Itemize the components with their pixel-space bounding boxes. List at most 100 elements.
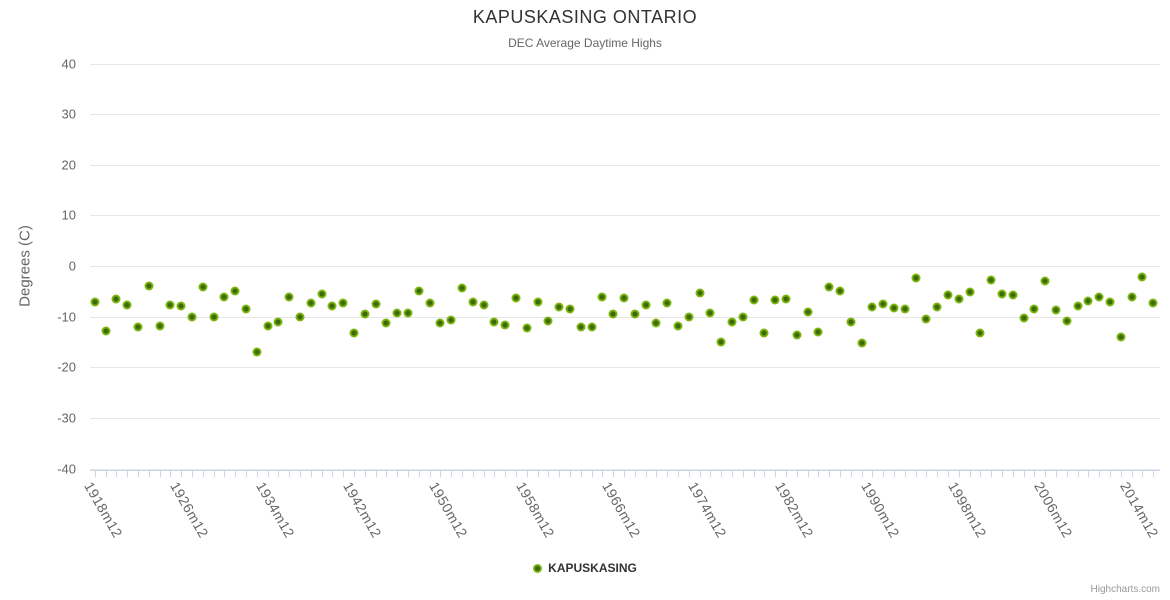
data-point-1993m12[interactable] xyxy=(911,273,921,283)
highcharts-credits-link[interactable]: Highcharts.com xyxy=(1090,584,1160,595)
data-point-1936m12[interactable] xyxy=(295,312,305,322)
data-point-2013m12[interactable] xyxy=(1127,292,1137,302)
data-point-1970m12[interactable] xyxy=(662,298,672,308)
data-point-1976m12[interactable] xyxy=(727,317,737,327)
data-point-1962m12[interactable] xyxy=(576,322,586,332)
data-point-1967m12[interactable] xyxy=(630,309,640,319)
data-point-1919m12[interactable] xyxy=(111,294,121,304)
data-point-2005m12[interactable] xyxy=(1040,276,1050,286)
data-point-1927m12[interactable] xyxy=(198,282,208,292)
data-point-2000m12[interactable] xyxy=(986,275,996,285)
data-point-1999m12[interactable] xyxy=(975,328,985,338)
data-point-1960m12[interactable] xyxy=(554,302,564,311)
data-point-1961m12[interactable] xyxy=(565,304,575,314)
data-point-1943m12[interactable] xyxy=(371,299,381,309)
data-point-1939m12[interactable] xyxy=(327,301,337,311)
data-point-1968m12[interactable] xyxy=(641,300,651,310)
data-point-1988m12[interactable] xyxy=(857,338,867,348)
data-point-1932m12[interactable] xyxy=(252,347,262,357)
data-point-1985m12[interactable] xyxy=(824,282,834,292)
data-point-1937m12[interactable] xyxy=(306,298,316,308)
data-point-1925m12[interactable] xyxy=(176,301,186,311)
data-point-2008m12[interactable] xyxy=(1073,301,1083,311)
data-point-1935m12[interactable] xyxy=(284,292,294,302)
data-point-1930m12[interactable] xyxy=(230,286,240,296)
data-point-1917m12[interactable] xyxy=(90,297,100,307)
data-point-1934m12[interactable] xyxy=(273,317,283,327)
data-point-1928m12[interactable] xyxy=(209,312,219,322)
data-point-1966m12[interactable] xyxy=(619,293,629,303)
data-point-2003m12[interactable] xyxy=(1019,313,1029,323)
data-point-1929m12[interactable] xyxy=(219,292,229,302)
data-point-1986m12[interactable] xyxy=(835,286,845,296)
data-point-1998m12[interactable] xyxy=(965,287,975,297)
data-point-1959m12[interactable] xyxy=(543,316,553,326)
data-point-2012m12[interactable] xyxy=(1116,332,1126,342)
data-point-1924m12[interactable] xyxy=(165,300,175,310)
data-point-1982m12[interactable] xyxy=(792,330,802,340)
data-point-1965m12[interactable] xyxy=(608,309,618,319)
legend-item-kapuskasing[interactable]: KAPUSKASING xyxy=(0,561,1170,575)
data-point-1963m12[interactable] xyxy=(587,322,597,332)
data-point-1972m12[interactable] xyxy=(684,312,694,322)
data-point-1971m12[interactable] xyxy=(673,321,683,331)
data-point-1987m12[interactable] xyxy=(846,317,856,327)
data-point-1948m12[interactable] xyxy=(425,298,435,308)
data-point-1983m12[interactable] xyxy=(803,307,813,317)
data-point-1933m12[interactable] xyxy=(263,321,273,331)
data-point-1977m12[interactable] xyxy=(738,312,748,322)
data-point-2014m12[interactable] xyxy=(1137,272,1147,282)
data-point-2010m12[interactable] xyxy=(1094,292,1104,302)
data-point-1920m12[interactable] xyxy=(122,300,132,310)
data-point-1991m12[interactable] xyxy=(889,303,899,312)
data-point-1958m12[interactable] xyxy=(533,297,543,307)
data-point-2004m12[interactable] xyxy=(1029,304,1039,314)
data-point-1945m12[interactable] xyxy=(392,308,402,318)
data-point-1951m12[interactable] xyxy=(457,283,467,293)
data-point-1979m12[interactable] xyxy=(759,328,769,338)
data-point-1923m12[interactable] xyxy=(155,321,164,331)
data-point-1953m12[interactable] xyxy=(479,300,489,310)
data-point-1973m12[interactable] xyxy=(695,288,705,298)
data-point-1918m12[interactable] xyxy=(101,326,110,336)
data-point-1956m12[interactable] xyxy=(511,293,521,303)
data-point-1940m12[interactable] xyxy=(338,298,348,308)
data-point-1981m12[interactable] xyxy=(781,294,791,304)
data-point-1946m12[interactable] xyxy=(403,308,413,318)
data-point-1975m12[interactable] xyxy=(716,337,726,347)
data-point-1952m12[interactable] xyxy=(468,297,478,307)
data-point-1931m12[interactable] xyxy=(241,304,251,314)
data-point-2002m12[interactable] xyxy=(1008,290,1018,300)
data-point-1964m12[interactable] xyxy=(597,292,607,302)
data-point-1995m12[interactable] xyxy=(932,302,942,311)
data-point-1997m12[interactable] xyxy=(954,294,964,304)
data-point-1944m12[interactable] xyxy=(381,318,391,328)
data-point-1984m12[interactable] xyxy=(813,327,823,337)
data-point-1996m12[interactable] xyxy=(943,290,953,300)
data-point-1990m12[interactable] xyxy=(878,299,888,309)
data-point-1974m12[interactable] xyxy=(705,308,715,318)
data-point-2001m12[interactable] xyxy=(997,289,1007,299)
data-point-1938m12[interactable] xyxy=(317,289,327,299)
data-point-1926m12[interactable] xyxy=(187,312,197,322)
data-point-2007m12[interactable] xyxy=(1062,316,1072,326)
data-point-1989m12[interactable] xyxy=(867,302,877,311)
data-point-1994m12[interactable] xyxy=(921,314,931,324)
data-point-1921m12[interactable] xyxy=(133,322,143,332)
data-point-1954m12[interactable] xyxy=(489,317,499,327)
data-point-2015m12[interactable] xyxy=(1148,298,1158,308)
data-point-1947m12[interactable] xyxy=(414,286,424,296)
data-point-1950m12[interactable] xyxy=(446,315,456,325)
data-point-1922m12[interactable] xyxy=(144,281,154,291)
data-point-1992m12[interactable] xyxy=(900,304,910,314)
data-point-1955m12[interactable] xyxy=(500,320,510,330)
data-point-1980m12[interactable] xyxy=(770,295,780,305)
data-point-2011m12[interactable] xyxy=(1105,297,1115,307)
data-point-1941m12[interactable] xyxy=(349,328,359,338)
data-point-1942m12[interactable] xyxy=(360,309,370,319)
data-point-1949m12[interactable] xyxy=(435,318,445,328)
data-point-1978m12[interactable] xyxy=(749,295,759,305)
data-point-2006m12[interactable] xyxy=(1051,305,1061,315)
data-point-2009m12[interactable] xyxy=(1083,296,1093,306)
data-point-1957m12[interactable] xyxy=(522,323,532,333)
